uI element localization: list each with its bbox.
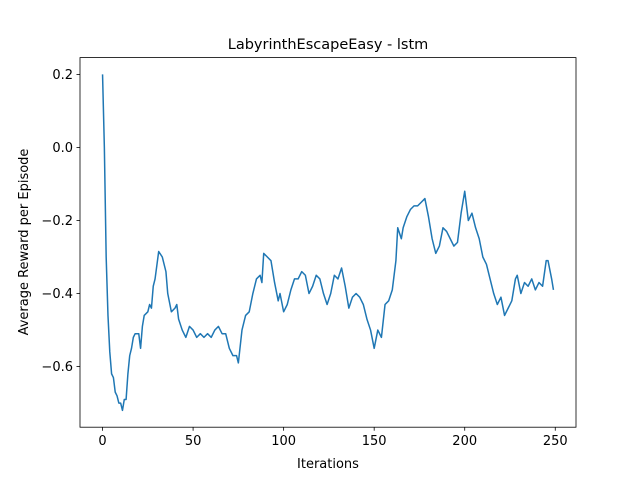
x-tick-label: 0 bbox=[98, 434, 106, 449]
x-axis-label: Iterations bbox=[297, 457, 359, 472]
y-axis-label: Average Reward per Episode bbox=[17, 149, 32, 336]
plot-frame bbox=[79, 57, 577, 428]
data-line bbox=[101, 74, 555, 412]
chart-title: LabyrinthEscapeEasy - lstm bbox=[228, 37, 429, 53]
y-tick-label: 0.2 bbox=[52, 68, 73, 83]
x-tick-label: 100 bbox=[271, 434, 296, 449]
x-tick-label: 50 bbox=[185, 434, 202, 449]
y-tick-label: −0.2 bbox=[41, 214, 73, 229]
y-tick-label: −0.6 bbox=[41, 360, 73, 375]
x-tick-label: 200 bbox=[452, 434, 477, 449]
x-tick-label: 250 bbox=[543, 434, 568, 449]
x-tick-label: 150 bbox=[362, 434, 387, 449]
y-tick-label: 0.0 bbox=[52, 141, 73, 156]
y-tick-label: −0.4 bbox=[41, 287, 73, 302]
